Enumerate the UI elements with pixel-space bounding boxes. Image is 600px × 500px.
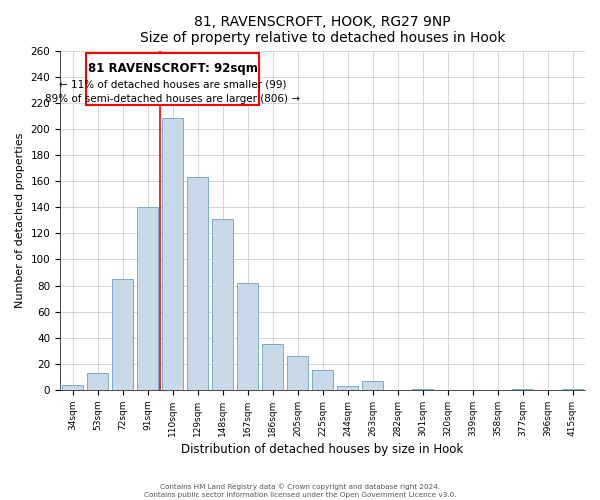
Bar [412,388,433,390]
Bar [362,381,383,390]
Bar [262,344,283,390]
Bar [187,177,208,390]
Bar [162,118,183,390]
Text: ← 11% of detached houses are smaller (99): ← 11% of detached houses are smaller (99… [59,80,286,90]
Bar [312,370,333,390]
Bar [512,388,533,390]
Bar [137,207,158,390]
Title: 81, RAVENSCROFT, HOOK, RG27 9NP
Size of property relative to detached houses in : 81, RAVENSCROFT, HOOK, RG27 9NP Size of … [140,15,505,45]
Bar [237,283,258,390]
Text: 81 RAVENSCROFT: 92sqm: 81 RAVENSCROFT: 92sqm [88,62,257,76]
Y-axis label: Number of detached properties: Number of detached properties [15,132,25,308]
Bar [337,386,358,390]
Bar [562,388,583,390]
FancyBboxPatch shape [86,53,259,106]
Text: 89% of semi-detached houses are larger (806) →: 89% of semi-detached houses are larger (… [45,94,300,104]
X-axis label: Distribution of detached houses by size in Hook: Distribution of detached houses by size … [181,443,464,456]
Text: Contains HM Land Registry data © Crown copyright and database right 2024.
Contai: Contains HM Land Registry data © Crown c… [144,484,456,498]
Bar [62,385,83,390]
Bar [212,219,233,390]
Bar [87,373,108,390]
Bar [112,279,133,390]
Bar [287,356,308,390]
